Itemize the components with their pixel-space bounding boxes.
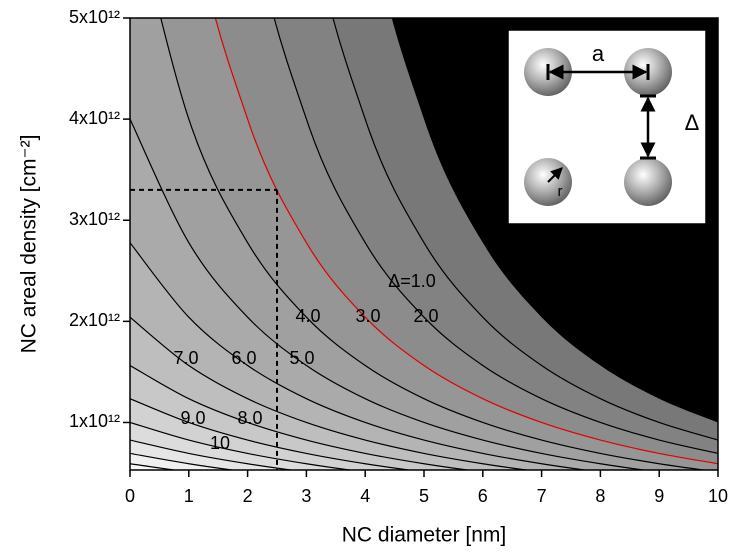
contour-line [130,398,414,470]
x-tick-label: 6 [478,486,488,506]
inset-label: a [592,41,605,66]
contour-line [130,421,355,470]
contour-label: 3.0 [355,306,380,326]
contour-label: 9.0 [180,408,205,428]
x-axis-title: NC diameter [nm] [342,524,507,547]
contour-line [130,316,531,470]
contour-label: 5.0 [289,348,314,368]
contour-line [130,439,296,470]
x-tick-label: 10 [708,486,728,506]
contour-labels: Δ=1.0 2.0 3.0 4.0 5.0 6.0 7.0 8.0 9.010 [173,271,438,453]
contour-line [130,118,649,470]
radius-arrow [547,167,563,183]
contour-label: Δ=1.0 [388,271,436,291]
contour-line [130,242,590,470]
x-tick-label: 2 [243,486,253,506]
contour-line [130,365,472,470]
y-tick-label: 3x10¹² [69,209,120,229]
x-tick-label: 1 [184,486,194,506]
contour-line [273,18,718,455]
y-tick-label: 5x10¹² [69,7,120,27]
inset: a Δ r [507,29,707,225]
x-tick-label: 8 [595,486,605,506]
inset-label: r [558,183,563,200]
contour-label: 2.0 [413,306,438,326]
contour-label: 8.0 [237,408,262,428]
contour-label: 6.0 [231,348,256,368]
x-tick-label: 0 [125,486,135,506]
nanocrystal [624,158,672,206]
x-tick-label: 5 [419,486,429,506]
contour-line [160,18,708,470]
inset-label: Δ [685,110,700,135]
y-axis-title: NC areal density [cm⁻²] [18,135,41,354]
contour-line [214,18,718,465]
y-tick-label: 1x10¹² [69,411,120,431]
x-tick-label: 4 [360,486,370,506]
contour-label: 10 [210,433,230,453]
contour-line [332,18,718,441]
x-tick-label: 3 [301,486,311,506]
x-tick-label: 7 [537,486,547,506]
x-tick-label: 9 [654,486,664,506]
y-tick-label: 4x10¹² [69,108,120,128]
contour-label: 4.0 [295,306,320,326]
y-tick-label: 2x10¹² [69,310,120,330]
contour-label: 7.0 [173,348,198,368]
